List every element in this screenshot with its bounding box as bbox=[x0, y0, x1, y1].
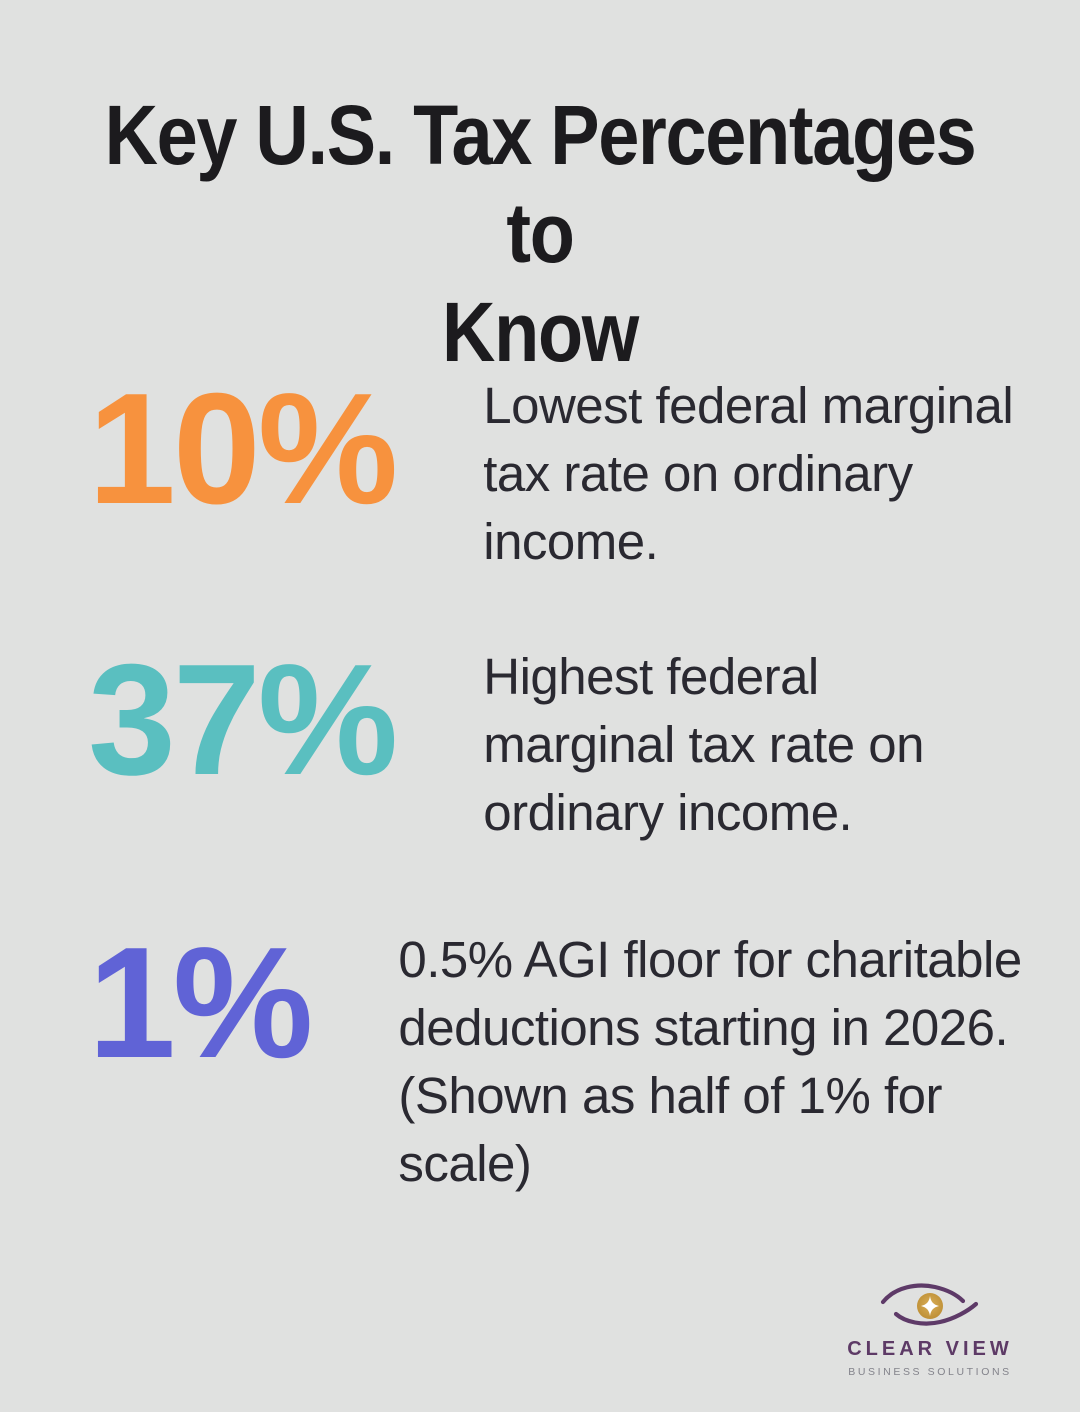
brand-name: CLEAR VIEW bbox=[847, 1338, 1013, 1360]
stat-description-1-percent: 0.5% AGI floor for charitable deductions… bbox=[398, 931, 1022, 1192]
brand-tagline: BUSINESS SOLUTIONS bbox=[848, 1366, 1012, 1378]
page-title-line-2: Know bbox=[442, 284, 639, 379]
brand-logo: CLEAR VIEW BUSINESS SOLUTIONS bbox=[822, 1280, 1038, 1378]
stat-value-1-percent: 1% bbox=[88, 915, 313, 1091]
stat-description-37-percent: Highest federal marginal tax rate on ord… bbox=[483, 648, 924, 841]
eye-sparkle-icon bbox=[880, 1283, 979, 1326]
stat-row-37-percent: 37% Highest federal marginal tax rate on… bbox=[88, 641, 963, 847]
page-title: Key U.S. Tax Percentages to Know bbox=[65, 86, 1015, 381]
stat-row-1-percent: 1% 0.5% AGI floor for charitable deducti… bbox=[88, 924, 1058, 1198]
stat-description-10-percent: Lowest federal marginal tax rate on ordi… bbox=[483, 377, 1014, 570]
stat-row-10-percent: 10% Lowest federal marginal tax rate on … bbox=[88, 370, 1080, 576]
page-title-line-1: Key U.S. Tax Percentages to bbox=[104, 88, 977, 281]
stat-value-37-percent: 37% bbox=[88, 632, 398, 808]
stat-value-10-percent: 10% bbox=[88, 361, 398, 537]
